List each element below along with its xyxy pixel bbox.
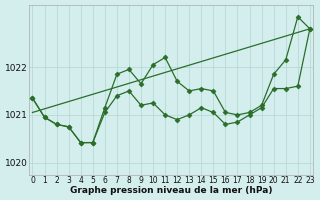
X-axis label: Graphe pression niveau de la mer (hPa): Graphe pression niveau de la mer (hPa) — [70, 186, 272, 195]
